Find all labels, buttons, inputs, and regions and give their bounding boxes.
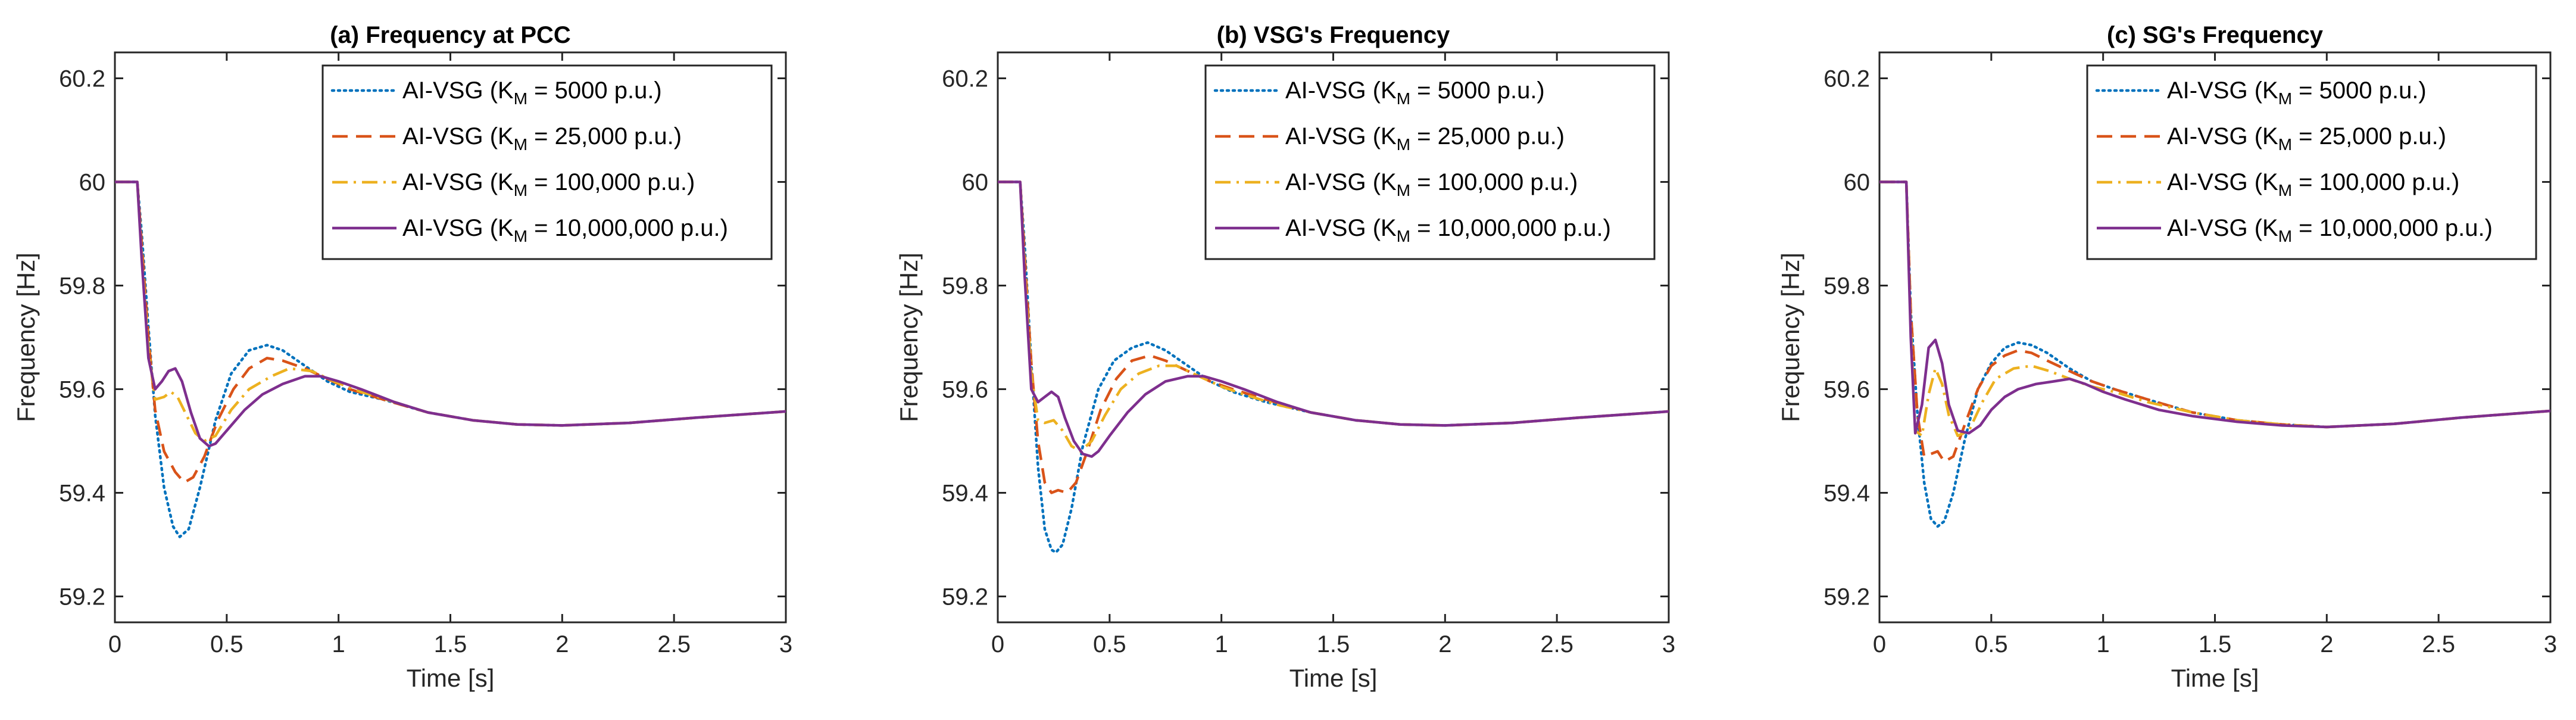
y-tick-label: 60.2	[942, 66, 988, 92]
x-tick-label: 0.5	[210, 631, 243, 657]
x-tick-label: 0	[991, 631, 1004, 657]
x-tick-label: 0.5	[1093, 631, 1126, 657]
legend-box	[2086, 64, 2537, 260]
legend-entry-2: AI-VSG (KM = 25,000 p.u.)	[2167, 123, 2446, 154]
chart-panel-1: 0 0.5 1 1.5 2 2.5 3 59.2 59.4 59.6 59.8 60 60.2 (a) F…	[12, 22, 792, 692]
series-group	[115, 180, 786, 538]
series-line-4	[998, 180, 1669, 458]
legend-box	[1204, 64, 1656, 260]
y-tick-label: 60	[1844, 170, 1871, 196]
x-tick-label: 3	[779, 631, 792, 657]
legend-entry-2: AI-VSG (KM = 25,000 p.u.)	[1285, 123, 1565, 154]
y-tick-label: 59.4	[59, 481, 105, 507]
y-tick-label: 60.2	[59, 66, 105, 92]
y-tick-label: 59.6	[942, 377, 988, 403]
x-tick-label: 3	[1662, 631, 1675, 657]
y-tick-label: 59.2	[1824, 584, 1870, 610]
y-tick-label: 59.8	[942, 273, 988, 300]
y-axis-label: Frequency [Hz]	[12, 253, 40, 422]
y-axis-label: Frequency [Hz]	[895, 253, 923, 422]
y-tick-label: 59.8	[1824, 273, 1870, 300]
legend-entry-1: AI-VSG (KM = 5000 p.u.)	[2167, 77, 2427, 108]
x-tick-label: 1	[2097, 631, 2110, 657]
chart-title: (a) Frequency at PCC	[330, 22, 571, 48]
y-tick-label: 60	[962, 170, 989, 196]
series-line-3	[1879, 180, 2550, 438]
x-tick-label: 2	[555, 631, 569, 657]
legend-entry-1: AI-VSG (KM = 5000 p.u.)	[1285, 77, 1545, 108]
series-group	[998, 180, 1669, 554]
legend-entry-3: AI-VSG (KM = 100,000 p.u.)	[2167, 169, 2459, 200]
legend-entry-1: AI-VSG (KM = 5000 p.u.)	[402, 77, 662, 108]
x-axis-label: Time [s]	[1289, 664, 1378, 692]
x-tick-label: 1	[1215, 631, 1228, 657]
x-tick-label: 3	[2544, 631, 2557, 657]
x-tick-label: 1.5	[1317, 631, 1350, 657]
series-line-4	[1879, 180, 2550, 435]
x-tick-label: 0	[1873, 631, 1886, 657]
y-tick-label: 59.6	[1824, 377, 1870, 403]
series-group	[1879, 180, 2550, 528]
x-tick-label: 2	[1438, 631, 1451, 657]
y-tick-label: 59.2	[942, 584, 988, 610]
series-line-4	[115, 180, 786, 448]
x-tick-label: 1.5	[2199, 631, 2232, 657]
series-line-3	[998, 180, 1669, 453]
chart-panel-3: 0 0.5 1 1.5 2 2.5 3 59.2 59.4 59.6 59.8 60 60.2 (c) S…	[1776, 22, 2557, 692]
legend-box	[321, 64, 773, 260]
x-tick-label: 2.5	[2422, 631, 2455, 657]
legend: AI-VSG (KM = 5000 p.u.) AI-VSG (KM = 25,0…	[2086, 64, 2537, 260]
legend-entry-3: AI-VSG (KM = 100,000 p.u.)	[402, 169, 695, 200]
legend-entry-2: AI-VSG (KM = 25,000 p.u.)	[402, 123, 682, 154]
y-tick-label: 59.4	[942, 481, 988, 507]
chart-title: (c) SG's Frequency	[2107, 22, 2324, 48]
y-tick-label: 59.4	[1824, 481, 1870, 507]
x-axis-label: Time [s]	[2171, 664, 2259, 692]
y-tick-label: 60	[79, 170, 106, 196]
legend-entry-4: AI-VSG (KM = 10,000,000 p.u.)	[1285, 215, 1611, 245]
x-tick-label: 0	[108, 631, 121, 657]
x-tick-label: 1.5	[434, 631, 467, 657]
x-tick-label: 2.5	[657, 631, 691, 657]
y-tick-label: 59.6	[59, 377, 105, 403]
y-tick-label: 60.2	[1824, 66, 1870, 92]
legend-entry-4: AI-VSG (KM = 10,000,000 p.u.)	[402, 215, 728, 245]
chart-title: (b) VSG's Frequency	[1217, 22, 1451, 48]
legend-entry-3: AI-VSG (KM = 100,000 p.u.)	[1285, 169, 1578, 200]
legend-entry-4: AI-VSG (KM = 10,000,000 p.u.)	[2167, 215, 2493, 245]
x-tick-label: 2.5	[1540, 631, 1573, 657]
x-tick-label: 1	[332, 631, 345, 657]
chart-panel-2: 0 0.5 1 1.5 2 2.5 3 59.2 59.4 59.6 59.8 60 60.2 (b) V…	[895, 22, 1675, 692]
y-axis-label: Frequency [Hz]	[1776, 253, 1804, 422]
x-tick-label: 2	[2320, 631, 2333, 657]
y-tick-label: 59.8	[59, 273, 105, 300]
x-tick-label: 0.5	[1975, 631, 2008, 657]
legend: AI-VSG (KM = 5000 p.u.) AI-VSG (KM = 25,0…	[1204, 64, 1656, 260]
y-tick-label: 59.2	[59, 584, 105, 610]
x-axis-label: Time [s]	[407, 664, 495, 692]
legend: AI-VSG (KM = 5000 p.u.) AI-VSG (KM = 25,0…	[321, 64, 773, 260]
